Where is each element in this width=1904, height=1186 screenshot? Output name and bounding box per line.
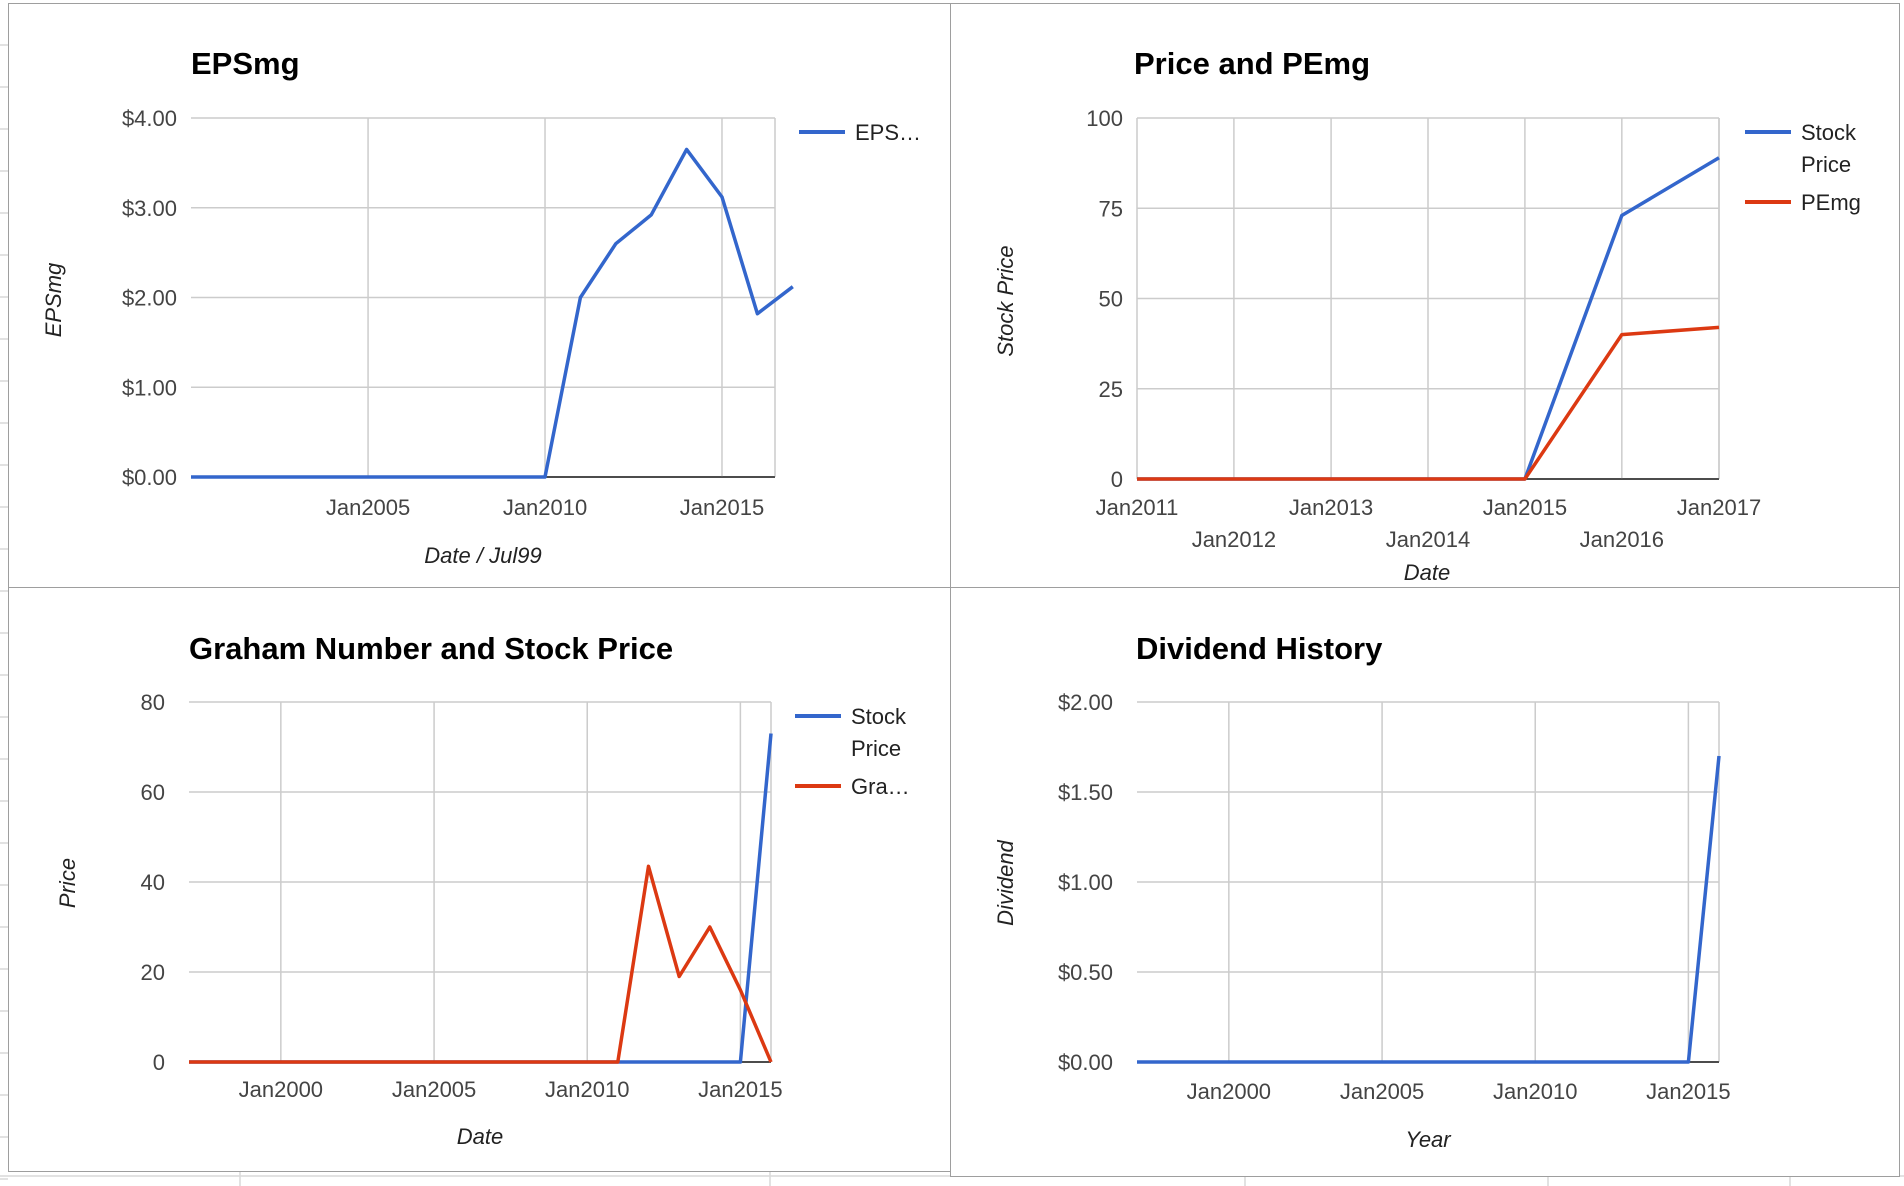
x-tick-label: Jan2014 [1386, 527, 1470, 552]
series-line-eps[interactable] [191, 147, 794, 479]
y-tick-label: $1.00 [1058, 870, 1113, 895]
legend-item-pemg[interactable]: PEmg [1745, 190, 1861, 215]
y-tick-label: $3.00 [122, 196, 177, 221]
legend-label: Stock [851, 704, 907, 729]
y-axis-title: Price [55, 858, 80, 908]
y-tick-label: 75 [1099, 196, 1123, 221]
x-tick-label: Jan2017 [1677, 495, 1761, 520]
x-tick-label: Jan2015 [698, 1077, 782, 1102]
legend-item-eps[interactable]: EPS… [799, 120, 921, 145]
y-tick-label: $0.00 [122, 465, 177, 490]
y-tick-label: 20 [141, 960, 165, 985]
x-tick-label: Jan2011 [1096, 495, 1179, 520]
x-tick-label: Jan2005 [392, 1077, 476, 1102]
chart-title: EPSmg [191, 46, 300, 81]
x-tick-label: Jan2010 [545, 1077, 629, 1102]
legend-item-stock-price[interactable]: Stock Price [1745, 120, 1857, 177]
y-axis-title: EPSmg [41, 262, 66, 337]
chart-svg: Graham Number and Stock Price 0 20 40 60 80 Ja… [55, 631, 910, 1149]
y-tick-label: $0.50 [1058, 960, 1113, 985]
y-tick-label: 60 [141, 780, 165, 805]
chart-panel-graham-number[interactable]: Graham Number and Stock Price 0 20 40 60 80 Ja… [8, 587, 952, 1172]
chart-title: Graham Number and Stock Price [189, 631, 673, 666]
chart-panel-price-and-pemg[interactable]: Price and PEmg 0 25 50 75 100 Jan2011 Jan2012 Ja… [950, 3, 1900, 589]
chart-svg: EPSmg $0.00 $1.00 $2.00 $3.00 $4.00 Jan2005 Jan… [41, 46, 921, 568]
chart-svg: Dividend History $0.00 $0.50 $1.00 $1.50 $2.0… [993, 631, 1731, 1152]
series-line-stock-price[interactable] [189, 733, 773, 1064]
legend-label: PEmg [1801, 190, 1861, 215]
x-tick-label: Jan2000 [239, 1077, 323, 1102]
series-line-pemg[interactable] [1137, 325, 1720, 481]
y-axis-title: Stock Price [993, 245, 1018, 356]
y-tick-label: $1.00 [122, 375, 177, 400]
x-tick-label: Jan2013 [1289, 495, 1373, 520]
chart-panel-dividend-history[interactable]: Dividend History $0.00 $0.50 $1.00 $1.50 $2.0… [950, 587, 1900, 1177]
x-tick-label: Jan2000 [1187, 1079, 1271, 1104]
y-tick-label: 40 [141, 870, 165, 895]
x-tick-label: Jan2010 [1493, 1079, 1577, 1104]
x-axis-title: Date [457, 1124, 503, 1149]
y-tick-label: $0.00 [1058, 1050, 1113, 1075]
legend-item-stock-price[interactable]: Stock Price [795, 704, 907, 761]
legend-item-gra[interactable]: Gra… [795, 774, 910, 799]
series-line-series-0[interactable] [1137, 755, 1721, 1064]
y-axis-title: Dividend [993, 839, 1018, 925]
y-tick-label: 50 [1099, 287, 1123, 312]
x-tick-label: Jan2010 [503, 495, 587, 520]
x-tick-label: Jan2015 [1646, 1079, 1730, 1104]
y-tick-label: 25 [1099, 377, 1123, 402]
x-tick-label: Jan2015 [680, 495, 764, 520]
legend-label: Gra… [851, 774, 910, 799]
legend-label: Stock [1801, 120, 1857, 145]
x-axis-title: Year [1405, 1127, 1452, 1152]
x-tick-label: Jan2016 [1580, 527, 1664, 552]
chart-panel-epsmg[interactable]: EPSmg $0.00 $1.00 $2.00 $3.00 $4.00 Jan2005 Jan… [8, 3, 952, 589]
y-tick-label: $4.00 [122, 106, 177, 131]
y-tick-label: $1.50 [1058, 780, 1113, 805]
chart-title: Dividend History [1136, 631, 1383, 666]
legend-label: Price [1801, 152, 1851, 177]
series-line-gra[interactable] [189, 864, 773, 1064]
chart-title: Price and PEmg [1134, 46, 1370, 81]
y-tick-label: 0 [153, 1050, 165, 1075]
legend-label: Price [851, 736, 901, 761]
x-axis-title: Date [1404, 560, 1450, 585]
y-tick-label: $2.00 [122, 286, 177, 311]
x-tick-label: Jan2012 [1192, 527, 1276, 552]
chart-svg: Price and PEmg 0 25 50 75 100 Jan2011 Jan2012 Ja… [993, 46, 1861, 585]
y-tick-label: $2.00 [1058, 690, 1113, 715]
x-tick-label: Jan2005 [1340, 1079, 1424, 1104]
x-tick-label: Jan2005 [326, 495, 410, 520]
x-axis-title: Date / Jul99 [424, 543, 541, 568]
x-tick-label: Jan2015 [1483, 495, 1567, 520]
y-tick-label: 0 [1111, 467, 1123, 492]
legend-label: EPS… [855, 120, 921, 145]
y-tick-label: 80 [141, 690, 165, 715]
y-tick-label: 100 [1086, 106, 1123, 131]
